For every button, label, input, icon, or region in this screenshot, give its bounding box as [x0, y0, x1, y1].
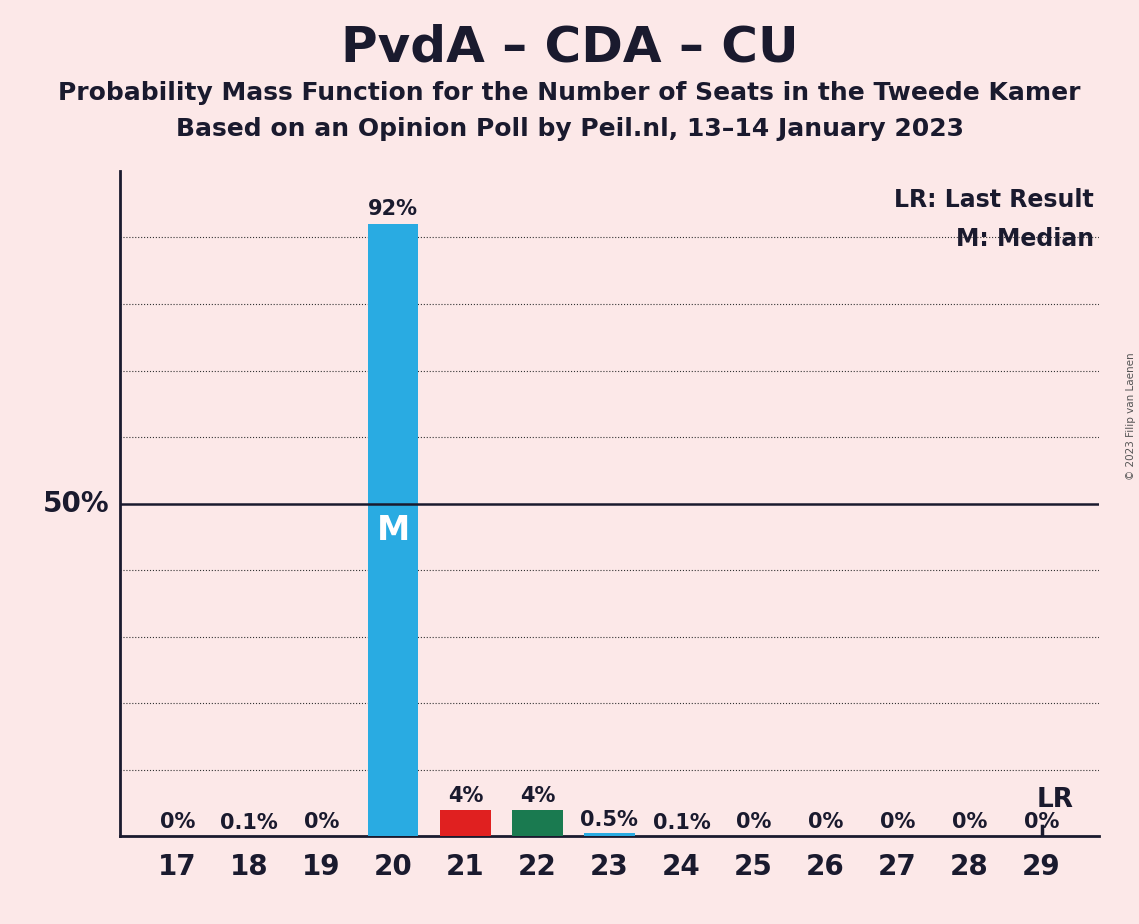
Text: 0%: 0% — [952, 812, 988, 833]
Text: 4%: 4% — [448, 785, 483, 806]
Text: 0%: 0% — [808, 812, 843, 833]
Text: 0%: 0% — [1024, 812, 1059, 833]
Bar — [440, 809, 491, 836]
Text: 4%: 4% — [519, 785, 555, 806]
Text: M: M — [377, 514, 410, 547]
Bar — [513, 809, 563, 836]
Text: 0.1%: 0.1% — [653, 813, 711, 833]
Text: PvdA – CDA – CU: PvdA – CDA – CU — [341, 23, 798, 71]
Text: 92%: 92% — [368, 199, 418, 219]
Bar — [584, 833, 634, 836]
Text: Based on an Opinion Poll by Peil.nl, 13–14 January 2023: Based on an Opinion Poll by Peil.nl, 13–… — [175, 117, 964, 141]
Text: 0%: 0% — [736, 812, 771, 833]
Text: 50%: 50% — [43, 490, 109, 517]
Text: LR: LR — [1036, 786, 1074, 812]
Text: M: Median: M: Median — [956, 227, 1095, 251]
Text: Probability Mass Function for the Number of Seats in the Tweede Kamer: Probability Mass Function for the Number… — [58, 81, 1081, 105]
Text: 0.5%: 0.5% — [581, 810, 638, 831]
Text: 0%: 0% — [879, 812, 915, 833]
Text: 0.1%: 0.1% — [220, 813, 278, 833]
Text: LR: Last Result: LR: Last Result — [894, 188, 1095, 212]
Text: © 2023 Filip van Laenen: © 2023 Filip van Laenen — [1126, 352, 1136, 480]
Text: 0%: 0% — [304, 812, 339, 833]
Bar — [368, 225, 418, 836]
Text: 0%: 0% — [159, 812, 195, 833]
